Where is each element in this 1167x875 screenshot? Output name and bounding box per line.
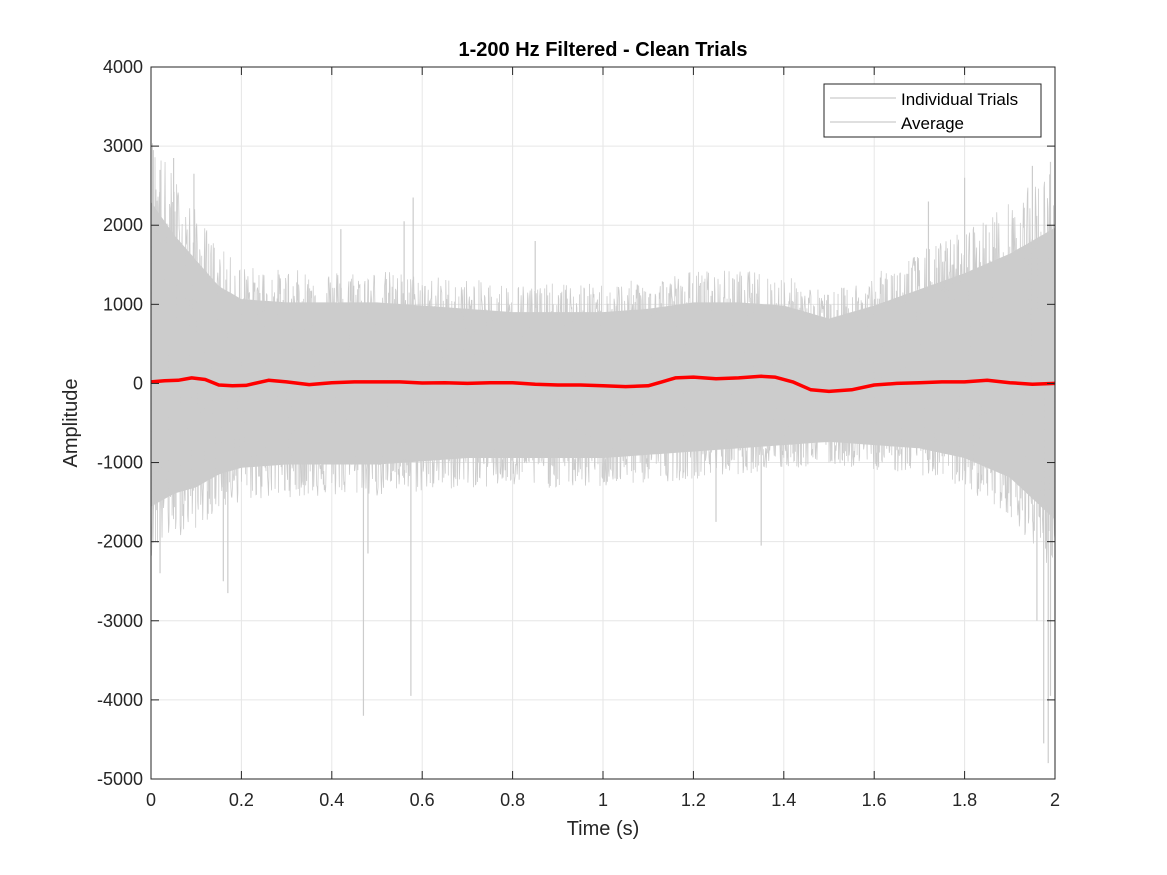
y-tick-label: 3000 — [103, 136, 143, 156]
x-axis-label: Time (s) — [567, 818, 640, 840]
y-tick-label: -2000 — [97, 532, 143, 552]
x-tick-label: 1 — [598, 790, 608, 810]
average-line — [151, 374, 1055, 394]
legend-box — [823, 83, 1042, 138]
y-tick-label: -3000 — [97, 611, 143, 631]
y-axis-label: Amplitude — [60, 379, 82, 468]
x-tick-label: 1.2 — [681, 790, 706, 810]
x-tick-label: 0.2 — [229, 790, 254, 810]
trials-noise-trace — [151, 143, 1055, 563]
y-tick-label: 1000 — [103, 294, 143, 314]
y-tick-label: 2000 — [103, 215, 143, 235]
x-tick-label: 0.4 — [319, 790, 344, 810]
y-tick-label: -1000 — [97, 453, 143, 473]
legend: Individual Trials Average — [823, 83, 1042, 138]
y-tick-label: -4000 — [97, 690, 143, 710]
y-axis-ticks: -5000 -4000 -3000 -2000 -1000 0 1000 2000 3000 40… — [97, 57, 1055, 789]
x-tick-label: 2 — [1050, 790, 1060, 810]
x-tick-label: 0 — [146, 790, 156, 810]
x-tick-label: 1.4 — [771, 790, 796, 810]
y-tick-label: 0 — [133, 373, 143, 393]
y-tick-label: -5000 — [97, 769, 143, 789]
x-tick-label: 0.8 — [500, 790, 525, 810]
average-series — [151, 374, 1055, 394]
legend-label-average: Average — [901, 114, 964, 133]
x-tick-label: 0.6 — [410, 790, 435, 810]
x-tick-label: 1.6 — [862, 790, 887, 810]
legend-label-individual-trials: Individual Trials — [901, 90, 1018, 109]
y-tick-label: 4000 — [103, 57, 143, 77]
x-tick-label: 1.8 — [952, 790, 977, 810]
chart-title: 1-200 Hz Filtered - Clean Trials — [459, 39, 748, 61]
x-axis-ticks: 0 0.2 0.4 0.6 0.8 1 1.2 1.4 1.6 1.8 2 — [146, 67, 1060, 810]
